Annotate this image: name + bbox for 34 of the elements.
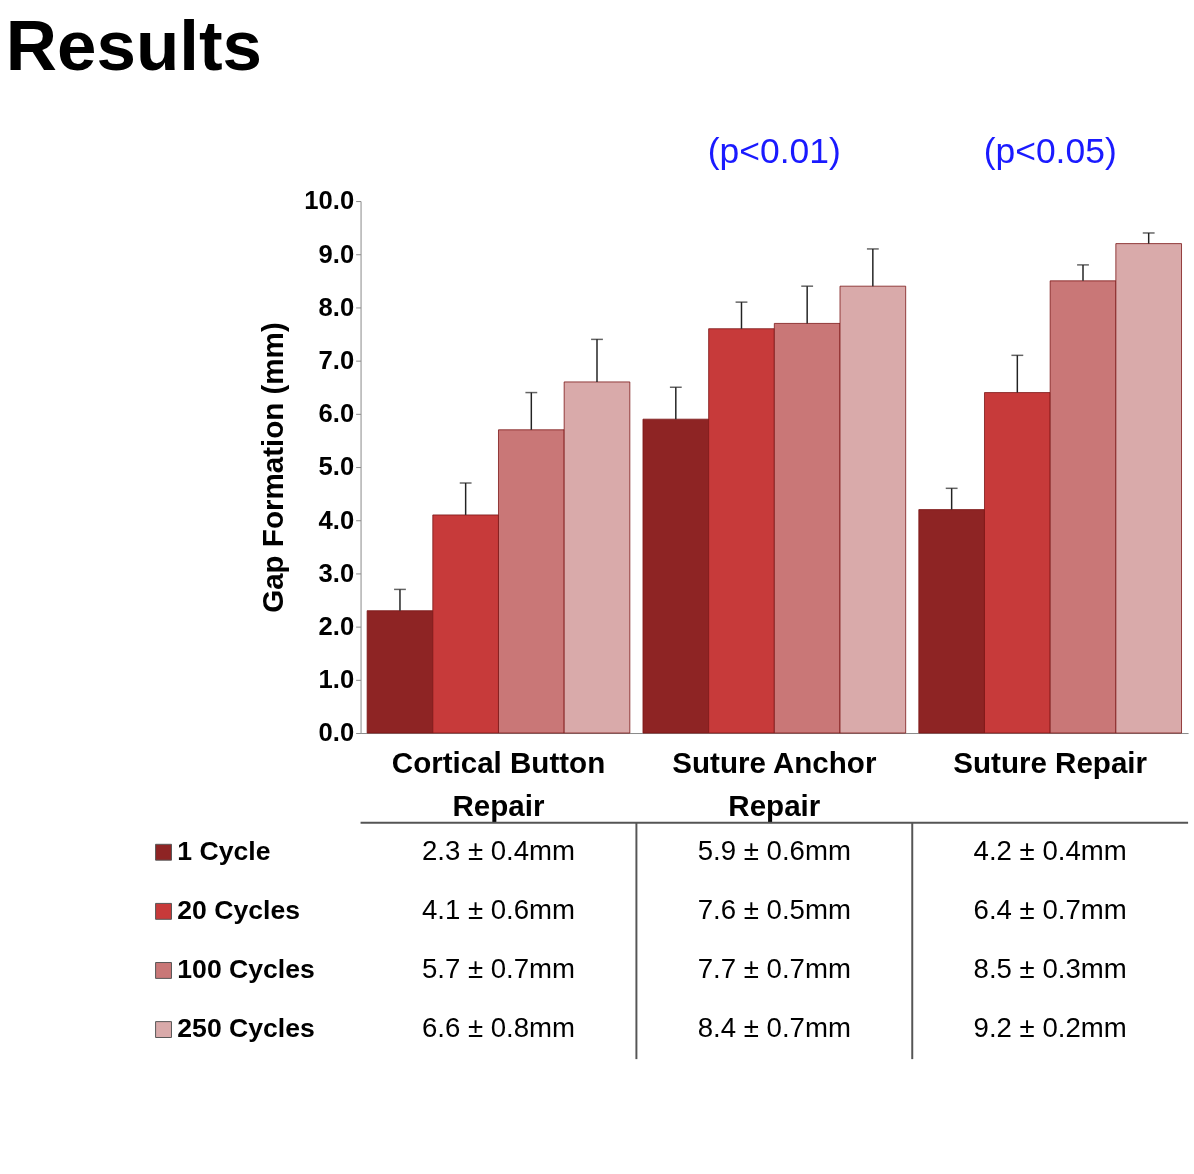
data-label: 7.7 ± 0.7mm bbox=[697, 953, 851, 985]
y-axis-title: Gap Formation (mm) bbox=[255, 322, 289, 613]
y-tick-label: 10.0 bbox=[304, 186, 355, 215]
data-label: 7.6 ± 0.5mm bbox=[697, 894, 851, 926]
y-tick-label: 1.0 bbox=[318, 665, 355, 694]
data-label: 6.4 ± 0.7mm bbox=[973, 894, 1127, 926]
legend-label: 250 Cycles bbox=[177, 1013, 315, 1044]
data-label: 8.5 ± 0.3mm bbox=[973, 953, 1127, 985]
y-tick-label: 5.0 bbox=[318, 452, 355, 481]
y-tick-label: 8.0 bbox=[318, 292, 355, 321]
y-tick-label: 7.0 bbox=[318, 346, 355, 375]
text: (p<0.05) bbox=[983, 130, 1117, 171]
y-tick-label: 3.0 bbox=[318, 558, 355, 587]
legend-label: 100 Cycles bbox=[177, 954, 315, 985]
data-label: 9.2 ± 0.2mm bbox=[973, 1012, 1127, 1044]
y-tick-label: 0.0 bbox=[318, 718, 355, 747]
legend-label: 1 Cycle bbox=[177, 836, 271, 867]
x-tick-label: Suture Repair bbox=[953, 745, 1148, 779]
y-tick-label: 2.0 bbox=[318, 612, 355, 641]
data-label: 6.6 ± 0.8mm bbox=[421, 1012, 576, 1044]
y-tick-label: 6.0 bbox=[318, 399, 355, 428]
data-label: 2.3 ± 0.4mm bbox=[421, 835, 576, 867]
data-label: 4.2 ± 0.4mm bbox=[973, 835, 1127, 867]
y-tick-label: 9.0 bbox=[318, 239, 355, 268]
chart-title: Results bbox=[5, 6, 263, 86]
data-label: 8.4 ± 0.7mm bbox=[697, 1012, 851, 1044]
legend-label: 20 Cycles bbox=[177, 895, 300, 926]
x-tick-label: Cortical Button Repair bbox=[391, 745, 606, 823]
text: (p<0.01) bbox=[707, 130, 841, 171]
data-label: 5.9 ± 0.6mm bbox=[697, 835, 851, 867]
data-label: 4.1 ± 0.6mm bbox=[421, 894, 576, 926]
data-label: 5.7 ± 0.7mm bbox=[421, 953, 576, 985]
y-tick-label: 4.0 bbox=[318, 505, 355, 534]
x-tick-label: Suture Anchor Repair bbox=[672, 745, 877, 823]
